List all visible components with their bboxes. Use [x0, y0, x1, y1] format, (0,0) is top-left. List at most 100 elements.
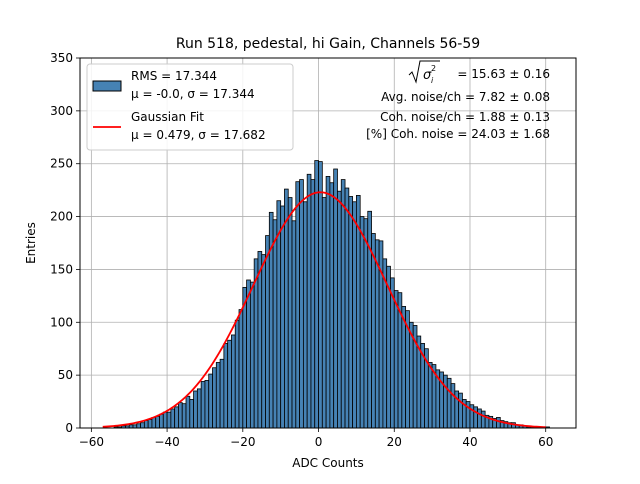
histogram-bar: [272, 219, 278, 429]
gaussian-fit-curve: [102, 191, 546, 429]
sigma-subscript: i: [431, 76, 434, 85]
histogram-bar: [159, 413, 164, 429]
x-axis-label: ADC Counts: [292, 456, 364, 470]
histogram-bar: [174, 406, 179, 429]
histogram-bar: [352, 201, 357, 429]
histogram-bar: [295, 181, 301, 429]
histogram-bar: [242, 286, 247, 429]
histogram-bar: [280, 205, 285, 429]
x-tick-label: −40: [154, 435, 179, 449]
histogram-bar: [363, 218, 369, 429]
histogram-bar: [249, 281, 255, 429]
histogram-bar: [427, 362, 433, 429]
histogram-bar: [302, 201, 308, 429]
sqrt-radical: [408, 60, 440, 84]
histogram-bar: [265, 235, 270, 429]
histogram-bar: [325, 175, 331, 429]
histogram-bar: [450, 383, 456, 429]
histogram-bar: [219, 358, 225, 429]
y-axis-ticks: 0 50 100 150 200 250 300 350: [50, 51, 80, 435]
histogram-bar: [496, 417, 501, 429]
histogram-bar: [329, 182, 335, 429]
avg-noise-annotation: Avg. noise/ch = 7.82 ± 0.08: [381, 90, 550, 104]
sigma-glyph: σ: [423, 68, 432, 83]
coh-noise-annotation: Coh. noise/ch = 1.88 ± 0.13: [380, 110, 550, 124]
x-tick-label: −20: [230, 435, 255, 449]
legend-histogram-label: RMS = 17.344: [131, 69, 217, 83]
histogram-bar: [140, 422, 145, 429]
chart-title: Run 518, pedestal, hi Gain, Channels 56-…: [176, 36, 480, 52]
histogram-bar: [162, 411, 168, 429]
sigma-superscript: 2: [431, 64, 436, 73]
legend: RMS = 17.344 μ = -0.0, σ = 17.344 Gaussi…: [86, 63, 294, 151]
histogram-bar: [284, 188, 289, 429]
histogram-bar: [340, 179, 346, 429]
sigma-symbol: σ 2 i: [408, 60, 440, 85]
y-tick-label: 150: [50, 262, 73, 276]
histogram-bar: [458, 392, 463, 429]
histogram-bar: [200, 381, 206, 429]
x-tick-label: 40: [462, 435, 477, 449]
histogram-bar: [181, 403, 187, 429]
histogram-bar: [196, 388, 202, 429]
coh-noise-percent-annotation: [%] Coh. noise = 24.03 ± 1.68: [366, 127, 550, 141]
histogram-bar: [257, 251, 263, 429]
histogram-bar: [193, 390, 198, 429]
legend-fit-label: Gaussian Fit: [131, 110, 204, 124]
histogram-bar: [393, 290, 399, 429]
histogram-bar: [261, 254, 266, 429]
histogram-bar: [204, 380, 210, 429]
histogram-bar: [189, 399, 194, 429]
histogram-bar: [473, 406, 478, 429]
histogram-bar: [371, 233, 376, 429]
histogram-bar: [234, 319, 240, 429]
histogram-bar: [306, 173, 312, 429]
histogram-bar: [231, 334, 236, 429]
histogram-bar: [337, 190, 342, 429]
histogram-bar: [333, 168, 338, 429]
histogram-bar: [477, 408, 482, 429]
x-axis-ticks: −60 −40 −20 0 20 40 60: [79, 428, 553, 449]
histogram-bar: [238, 309, 244, 429]
histogram-bar: [170, 408, 176, 429]
legend-histogram-swatch: [92, 80, 122, 92]
histogram-bar: [136, 423, 141, 429]
y-axis-label: Entries: [24, 222, 38, 264]
histogram-bar: [246, 279, 251, 429]
x-tick-label: −60: [79, 435, 104, 449]
x-tick-label: 20: [387, 435, 402, 449]
histogram-bar: [166, 411, 172, 429]
histogram-bar: [143, 420, 149, 429]
y-tick-label: 350: [50, 51, 73, 65]
histogram-bar: [287, 197, 293, 429]
histogram-bar: [310, 179, 316, 429]
histogram-bar: [208, 373, 213, 429]
histogram-bar: [314, 160, 319, 429]
y-tick-label: 0: [65, 421, 73, 435]
histogram-bar: [348, 196, 354, 429]
legend-histogram-stats: μ = -0.0, σ = 17.344: [131, 87, 255, 101]
legend-fit-stats: μ = 0.479, σ = 17.682: [131, 128, 266, 142]
histogram-bar: [151, 417, 157, 429]
histogram-bar: [321, 197, 327, 429]
histogram-bar: [446, 377, 452, 429]
histogram-bar: [212, 367, 217, 429]
histogram-bar: [291, 220, 297, 429]
plot-frame: [79, 57, 577, 429]
histogram-bar: [443, 374, 448, 429]
histogram-bar: [227, 339, 232, 429]
x-tick-label: 60: [538, 435, 553, 449]
sigma-value: = 15.63 ± 0.16: [457, 67, 550, 81]
histogram-bar: [359, 216, 365, 429]
y-tick-label: 250: [50, 157, 73, 171]
histogram-bar: [318, 161, 323, 429]
y-tick-label: 300: [50, 104, 73, 118]
histogram-bar: [401, 306, 407, 429]
histogram-bar: [299, 179, 304, 429]
legend-box: [86, 63, 294, 151]
histogram-bar: [185, 395, 191, 429]
gaussian-fit-layer: [102, 191, 546, 429]
histogram-bar: [344, 187, 350, 429]
histogram-bar: [223, 343, 229, 429]
